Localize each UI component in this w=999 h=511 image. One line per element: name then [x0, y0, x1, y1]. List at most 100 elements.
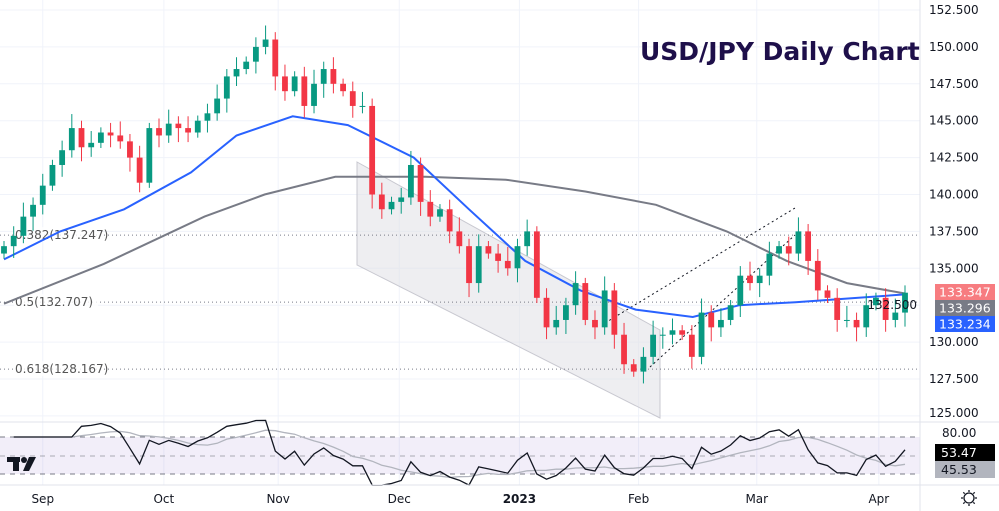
candle-body — [427, 201, 434, 217]
y-tick-label: 142.500 — [929, 151, 979, 165]
y-tick-label: 152.500 — [929, 3, 979, 17]
fib-levels: 0.382(137.247) 0.5(132.707) 0.618(128.167) — [0, 227, 920, 377]
candle-body — [349, 91, 356, 106]
price-axis[interactable]: 152.500 150.000 147.500 145.000 142.500 140.0… — [867, 3, 978, 420]
fib-label-bg — [14, 294, 98, 310]
candle-body — [814, 260, 821, 291]
rsi-value-tag-bg — [935, 444, 995, 461]
x-tick-label: Apr — [868, 492, 889, 506]
candle-body — [785, 246, 792, 254]
y-tick-label: 130.000 — [929, 335, 979, 349]
chart-title: USD/JPY Daily Chart — [640, 37, 920, 66]
candle-body — [252, 46, 259, 62]
x-tick-label: Feb — [628, 492, 649, 506]
candle-body — [378, 194, 385, 210]
y-tick-label: 127.500 — [929, 372, 979, 386]
candle-body — [291, 76, 298, 92]
candle-body — [553, 319, 560, 328]
candle-body — [747, 275, 753, 284]
candle-body — [320, 69, 327, 84]
candle-body — [640, 356, 647, 372]
candle-body — [882, 297, 889, 320]
candle-body — [533, 231, 540, 298]
candle-body — [243, 61, 250, 70]
x-tick-label: Mar — [745, 492, 768, 506]
candle-body — [727, 305, 734, 320]
candle-body — [805, 231, 812, 261]
candle-body — [863, 305, 870, 328]
candle-body — [78, 128, 85, 148]
candle-body — [718, 319, 724, 328]
candle-body — [223, 76, 230, 99]
candle-body — [398, 197, 405, 202]
candle-body — [659, 334, 666, 336]
candle-body — [272, 39, 279, 77]
candle-body — [204, 113, 211, 121]
x-tick-label: Dec — [388, 492, 411, 506]
candle-body — [834, 297, 841, 320]
y-tick-label: 150.000 — [929, 40, 979, 54]
candle-body — [214, 98, 221, 114]
x-tick-label: Oct — [153, 492, 174, 506]
candle-body — [873, 297, 879, 306]
descending-channel — [356, 161, 661, 419]
candle-body — [621, 334, 627, 365]
rsi-upper-label: 80.00 — [942, 426, 976, 440]
ascending-channel-upper — [604, 207, 796, 324]
candle-body — [146, 128, 153, 183]
candle-body — [156, 128, 162, 136]
candle-body — [30, 204, 36, 217]
candle-body — [776, 246, 782, 254]
y-tick-label: 132.500 — [867, 298, 917, 312]
candle-body — [582, 283, 589, 320]
price-tag-bg — [935, 300, 995, 316]
moving-average-blue — [3, 115, 906, 319]
candle-body — [107, 132, 114, 136]
candle-body — [20, 216, 27, 236]
candle-body — [68, 128, 75, 151]
candle-body — [766, 253, 773, 276]
candle-body — [592, 319, 598, 328]
rsi-ma-line — [13, 429, 906, 479]
candle-body — [737, 275, 744, 306]
candle-body — [39, 185, 46, 205]
candle-body — [504, 260, 511, 269]
price-tag-label: 133.347 — [939, 285, 991, 300]
moving-average-gray — [3, 175, 906, 305]
candle-body — [795, 231, 802, 254]
x-tick-label: Nov — [266, 492, 289, 506]
candle-body — [892, 312, 899, 320]
candle-body — [388, 201, 395, 210]
candle-body — [669, 330, 676, 335]
candle-body — [708, 312, 715, 328]
candle-body — [407, 164, 414, 198]
price-tag-label: 133.234 — [939, 317, 991, 332]
candle-body — [97, 132, 104, 143]
candle-body — [340, 83, 346, 92]
candle-body — [417, 164, 424, 202]
settings-gear-icon[interactable] — [961, 490, 977, 506]
x-tick-label: 2023 — [503, 492, 536, 506]
candle-body — [136, 157, 143, 183]
candle-body — [88, 142, 95, 148]
candle-body — [698, 312, 705, 357]
y-tick-label: 125.000 — [929, 406, 979, 420]
price-tag-bg — [935, 284, 995, 300]
candle-body — [233, 69, 240, 77]
rsi-ma-tag-bg — [935, 461, 995, 478]
fib-label: 0.618(128.167) — [15, 362, 108, 376]
candle-body — [843, 319, 850, 321]
candle-body — [117, 135, 124, 142]
candle-body — [59, 150, 66, 165]
price-tag-label: 133.296 — [939, 301, 991, 316]
candle-body — [49, 164, 56, 186]
candle-body — [127, 141, 133, 158]
candle-body — [194, 120, 201, 133]
y-tick-label: 147.500 — [929, 77, 979, 91]
time-axis[interactable]: Sep Oct Nov Dec 2023 Feb Mar Apr — [31, 492, 889, 506]
fib-label-bg — [14, 361, 98, 377]
candle-body — [902, 292, 908, 313]
y-tick-label: 137.500 — [929, 224, 979, 238]
